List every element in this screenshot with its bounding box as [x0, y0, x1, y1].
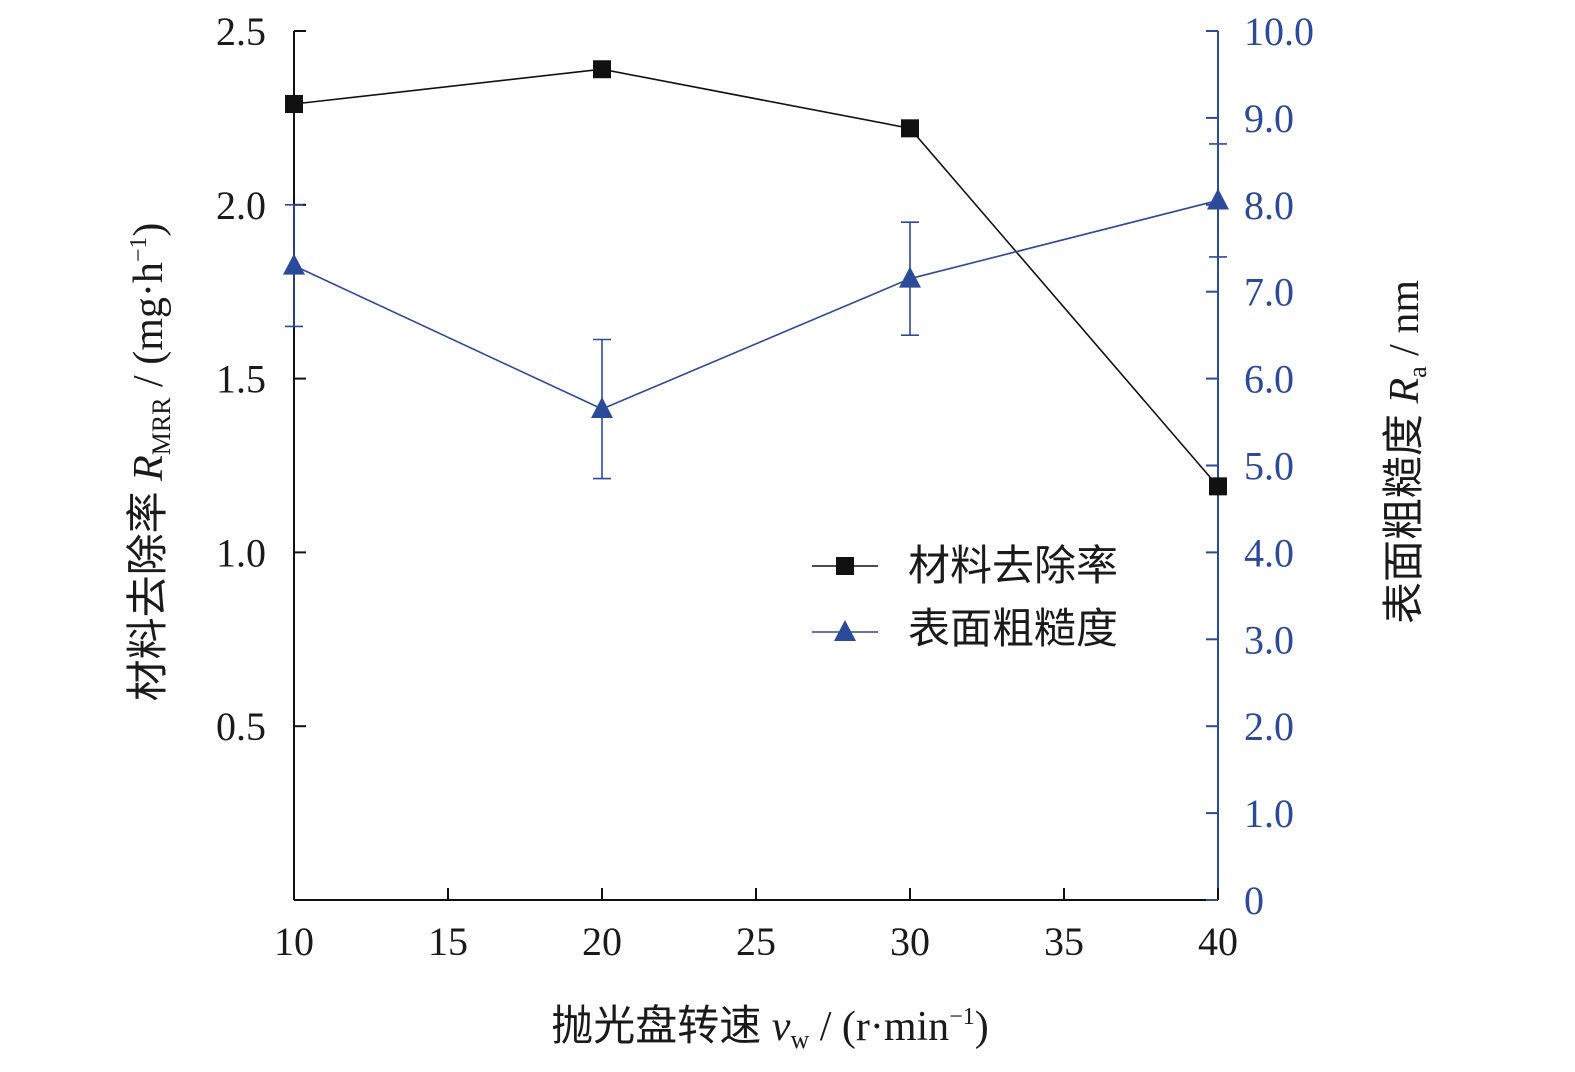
- y-right-tick-label: 1.0: [1244, 791, 1294, 836]
- y-left-tick-label: 1.0: [216, 530, 266, 575]
- x-tick-label: 25: [736, 919, 776, 964]
- y-right-tick-label: 8.0: [1244, 183, 1294, 228]
- data-point-square: [285, 94, 303, 113]
- legend-label-mrr: 材料去除率: [908, 543, 1118, 590]
- legend-marker-triangle: [834, 620, 856, 641]
- x-tick-label: 10: [274, 919, 314, 964]
- x-tick-label: 40: [1198, 919, 1238, 964]
- data-point-square: [901, 119, 919, 138]
- legend: 材料去除率 表面粗糙度: [812, 543, 1118, 653]
- data-point-square: [1209, 477, 1227, 496]
- y-right-tick-label: 5.0: [1244, 444, 1294, 489]
- axes: 10 15 20 25 30 35 40 0.5 1.0 1.5 2.0 2.5 0 1.0 2.0 3.0 4…: [216, 9, 1314, 964]
- data-point-triangle: [899, 266, 921, 288]
- y-right-tick-label: 9.0: [1244, 96, 1294, 141]
- y-right-tick-label: 0: [1244, 878, 1264, 923]
- x-tick-label: 15: [428, 919, 468, 964]
- y-left-tick-label: 2.0: [216, 183, 266, 228]
- y-right-tick-label: 4.0: [1244, 530, 1294, 575]
- y-axis-left-title: 材料去除率 RMRR / (mg·h−1): [125, 223, 176, 702]
- x-tick-label: 35: [1044, 919, 1084, 964]
- data-point-square: [593, 60, 611, 79]
- data-point-triangle: [283, 253, 305, 275]
- y-axis-right-title: 表面粗糙度 Ra / nm: [1382, 280, 1432, 624]
- y-right-tick-label: 3.0: [1244, 617, 1294, 662]
- y-right-tick-label: 7.0: [1244, 270, 1294, 315]
- x-tick-label: 20: [582, 919, 622, 964]
- y-left-tick-label: 1.5: [216, 357, 266, 402]
- series-layer: [283, 60, 1229, 496]
- y-right-tick-label: 10.0: [1244, 9, 1314, 54]
- y-left-tick-label: 0.5: [216, 704, 266, 749]
- y-right-tick-label: 6.0: [1244, 357, 1294, 402]
- x-axis-title: 抛光盘转速 vw / (r·min−1): [551, 1003, 988, 1054]
- series-line-ra: [293, 199, 1219, 410]
- y-left-tick-label: 2.5: [216, 9, 266, 54]
- data-point-triangle: [1207, 188, 1229, 210]
- data-point-triangle: [591, 397, 613, 419]
- legend-marker-square: [836, 557, 854, 575]
- x-tick-label: 30: [890, 919, 930, 964]
- series-line-mrr: [293, 68, 1219, 487]
- y-right-tick-label: 2.0: [1244, 704, 1294, 749]
- legend-label-ra: 表面粗糙度: [908, 607, 1118, 653]
